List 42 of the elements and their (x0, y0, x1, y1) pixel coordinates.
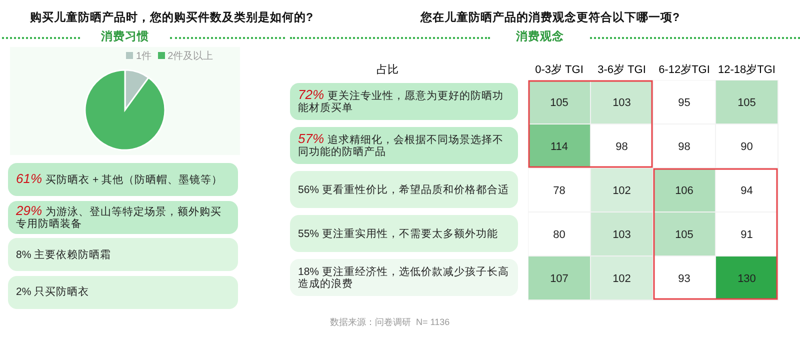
text: 29% 为游泳、登山等特定场景，额外购买专用防晒装备 (16, 202, 223, 230)
y-axis-title: 占比 (376, 63, 400, 76)
y-tick-label: 57% 追求精细化，会根据不同场景选择不同功能的防晒产品 (298, 131, 505, 158)
data-label: 106 (675, 185, 694, 197)
x-tick-label: 12-18岁TGI (717, 63, 776, 76)
data-label: 93 (678, 273, 690, 285)
data-label: 105 (550, 97, 568, 109)
pie-slice (84, 69, 166, 151)
data-label: 105 (675, 229, 694, 241)
x-tick-label: 3-6岁 TGI (596, 63, 647, 76)
data-label: 78 (553, 185, 566, 197)
legend-label: 2件及以上 (168, 51, 214, 62)
chart-title: 购买儿童防晒产品时，您的购买件数及类别是如何的? (30, 10, 314, 26)
data-label: 91 (740, 229, 753, 241)
x-tick-label: 0-3岁 TGI (534, 63, 584, 76)
text: 61% 买防晒衣 + 其他（防晒帽、墨镜等） (16, 171, 223, 186)
chart-title: 您在儿童防晒产品的消费观念更符合以下哪一项? (420, 10, 680, 26)
data-label: 105 (738, 97, 756, 109)
legend-label: 1件 (136, 51, 152, 62)
data-label: 98 (616, 141, 628, 153)
source-note: 数据来源：问卷调研 N= 1136 (330, 316, 451, 329)
data-label: 102 (612, 273, 631, 285)
data-label: 80 (553, 229, 566, 241)
y-tick-label: 72% 更关注专业性，愿意为更好的防晒功能材质买单 (298, 87, 505, 114)
y-tick-label: 18% 更注重经济性，选低价款减少孩子长高造成的浪费 (298, 266, 510, 290)
text: 8% 主要依赖防晒霜 (16, 248, 112, 260)
data-label: 95 (678, 97, 690, 109)
data-label: 94 (740, 185, 753, 197)
data-label: 107 (550, 273, 568, 285)
data-label: 103 (612, 229, 631, 241)
text: 2% 只买防晒衣 (16, 286, 90, 298)
y-tick-label: 56% 更看重性价比，希望品质和价格都合适 (298, 184, 509, 196)
chart-subtitle: 消费观念 (490, 29, 590, 45)
data-label: 98 (678, 141, 690, 153)
chart-subtitle: 消费习惯 (80, 29, 170, 45)
x-tick-label: 6-12岁TGI (658, 64, 710, 76)
data-label: 90 (740, 141, 753, 153)
data-label: 114 (550, 141, 568, 153)
data-label: 130 (738, 273, 756, 285)
data-label: 103 (612, 97, 631, 109)
data-label: 102 (612, 185, 631, 197)
y-tick-label: 55% 更注重实用性，不需要太多额外功能 (298, 228, 498, 240)
